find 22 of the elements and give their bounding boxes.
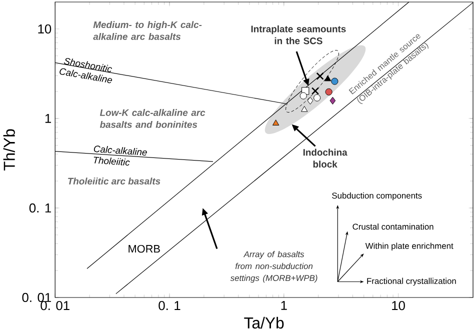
annotation: Intraplate seamounts in the SCS bbox=[251, 25, 346, 44]
annotation: Array of basalts from non-subduction settings (MORB+WPB) bbox=[230, 250, 318, 282]
annotation: Indochina block bbox=[303, 148, 348, 168]
x-axis-title: Ta/Yb bbox=[244, 316, 284, 328]
annotation: Subduction components bbox=[332, 192, 422, 200]
annotation: MORB bbox=[128, 244, 160, 252]
y-axis-title: Th/Yb bbox=[3, 129, 15, 170]
x-tick-label: 0. 1 bbox=[158, 300, 180, 310]
annotation: Low-K calc-alkaline arc basalts and boninites bbox=[100, 108, 206, 128]
annotation: Crustal contamination bbox=[352, 223, 434, 230]
annotation: Fractional crystallization bbox=[367, 278, 456, 286]
annotation: Tholeiitic arc basalts bbox=[68, 177, 160, 184]
x-tick-label: 10 bbox=[392, 300, 405, 310]
annotation: Tholeiitic bbox=[94, 156, 130, 166]
x-tick-label: 1 bbox=[281, 300, 287, 310]
y-tick-label: 0. 1 bbox=[29, 203, 51, 212]
annotation: Within plate enrichment bbox=[365, 242, 454, 250]
annotation: Medium- to high-K calc-alkaline arc basalts bbox=[93, 20, 202, 40]
y-tick-label: 10 bbox=[38, 24, 52, 34]
y-tick-label: 1 bbox=[45, 114, 51, 123]
annotation: Calc-alkaline bbox=[94, 145, 147, 156]
y-tick-label: 0. 01 bbox=[22, 292, 51, 302]
